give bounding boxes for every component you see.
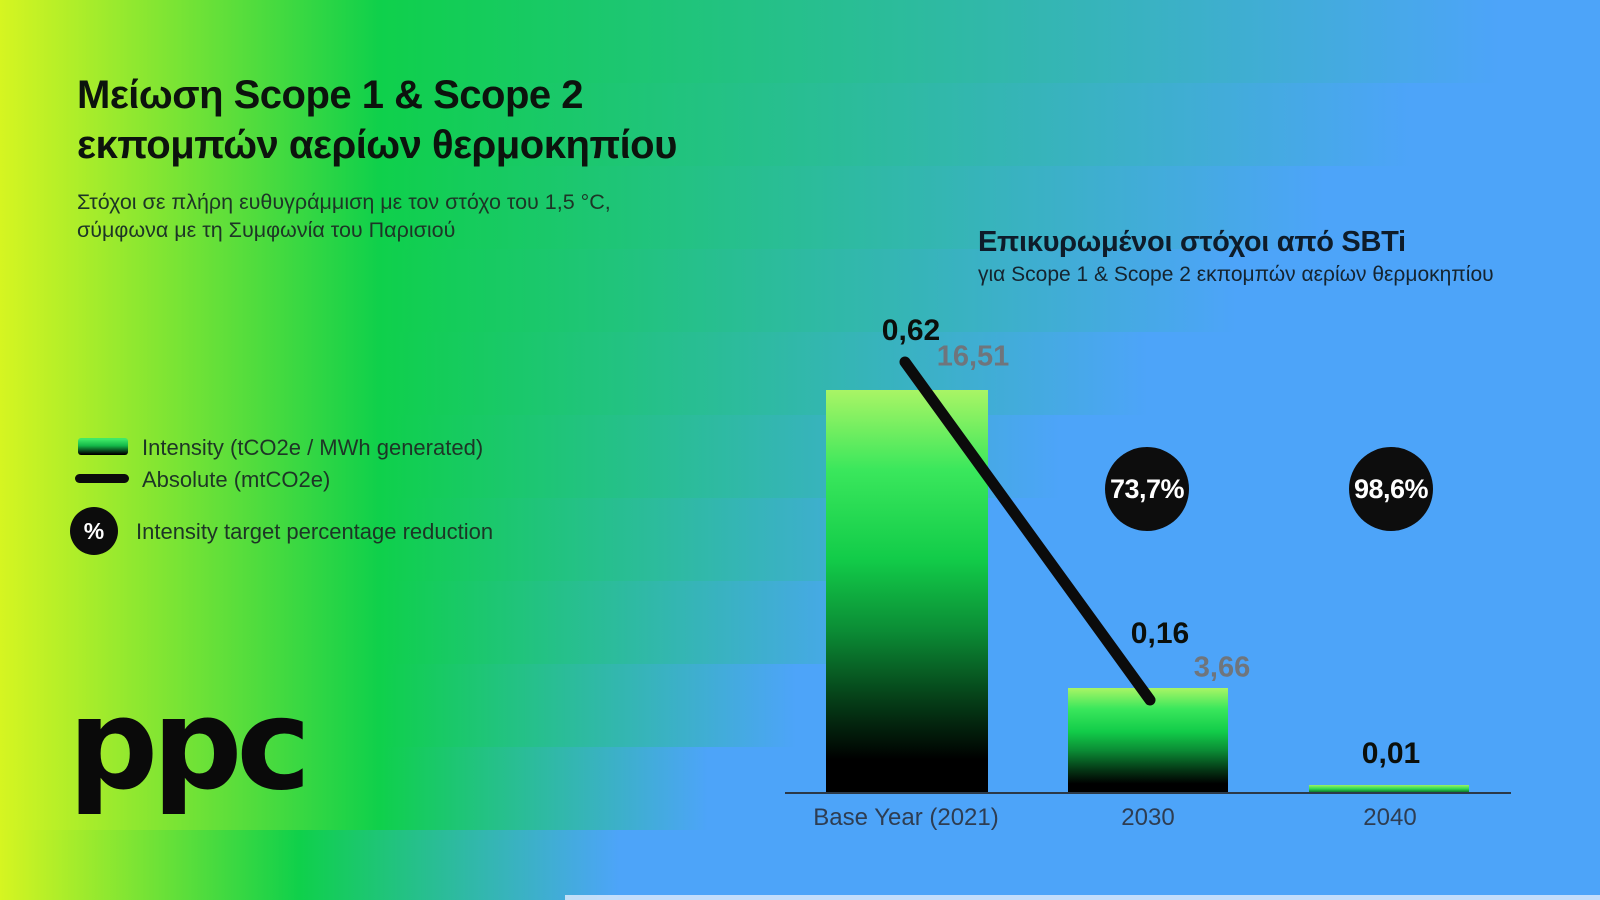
page-subtitle: Στόχοι σε πλήρη ευθυγράμμιση με τον στόχ… (77, 188, 611, 244)
percent-badge-icon: % (70, 507, 118, 555)
intensity-value-2030: 0,16 (1130, 617, 1190, 650)
background-band (0, 664, 1600, 747)
page-subtitle-line1: Στόχοι σε πλήρη ευθυγράμμιση με τον στόχ… (77, 190, 611, 214)
background-band (0, 0, 1600, 83)
ppc-logo: ppc (68, 671, 311, 818)
background-band (0, 332, 1600, 415)
x-tick-base-year: Base Year (2021) (813, 804, 999, 831)
bottom-highlight-strip (565, 895, 1600, 900)
page-title-line2: εκπομπών αερίων θερμοκηπίου (77, 123, 677, 167)
background-band (0, 830, 1600, 900)
legend-absolute-line-icon (75, 474, 129, 483)
reduction-badge-2040: 98,6% (1349, 447, 1433, 531)
bar-base-year-2021 (826, 390, 988, 792)
reduction-badge-2030: 73,7% (1105, 447, 1189, 531)
chart-subtitle: για Scope 1 & Scope 2 εκπομπών αερίων θε… (978, 263, 1494, 286)
legend-percent-label: Intensity target percentage reduction (136, 519, 494, 544)
background-band (0, 249, 1600, 332)
background-band (0, 581, 1600, 664)
percent-symbol: % (83, 517, 105, 544)
x-axis-line (785, 792, 1511, 794)
bar-2040 (1309, 785, 1469, 792)
absolute-value-2030: 3,66 (1193, 651, 1251, 684)
background-band (0, 415, 1600, 498)
chart-title: Επικυρωμένοι στόχοι από SBTi (978, 226, 1406, 258)
legend-absolute-label: Absolute (mtCO2e) (142, 467, 331, 492)
bar-2030 (1068, 688, 1228, 792)
page-title-line1: Μείωση Scope 1 & Scope 2 (77, 73, 584, 117)
absolute-value-base-year: 16,51 (936, 340, 1010, 373)
page-title: Μείωση Scope 1 & Scope 2 εκπομπών αερίων… (77, 70, 677, 170)
background-band (0, 166, 1600, 249)
x-tick-2040: 2040 (1363, 804, 1417, 831)
page-subtitle-line2: σύμφωνα με τη Συμφωνία του Παρισιού (77, 218, 456, 242)
intensity-value-2040: 0,01 (1361, 737, 1421, 770)
legend-intensity-label: Intensity (tCO2e / MWh generated) (142, 435, 484, 460)
background-band (0, 498, 1600, 581)
intensity-value-base-year: 0,62 (881, 314, 941, 347)
background-band (0, 83, 1600, 166)
x-tick-2030: 2030 (1121, 804, 1175, 831)
legend-intensity-swatch-icon (78, 438, 128, 455)
